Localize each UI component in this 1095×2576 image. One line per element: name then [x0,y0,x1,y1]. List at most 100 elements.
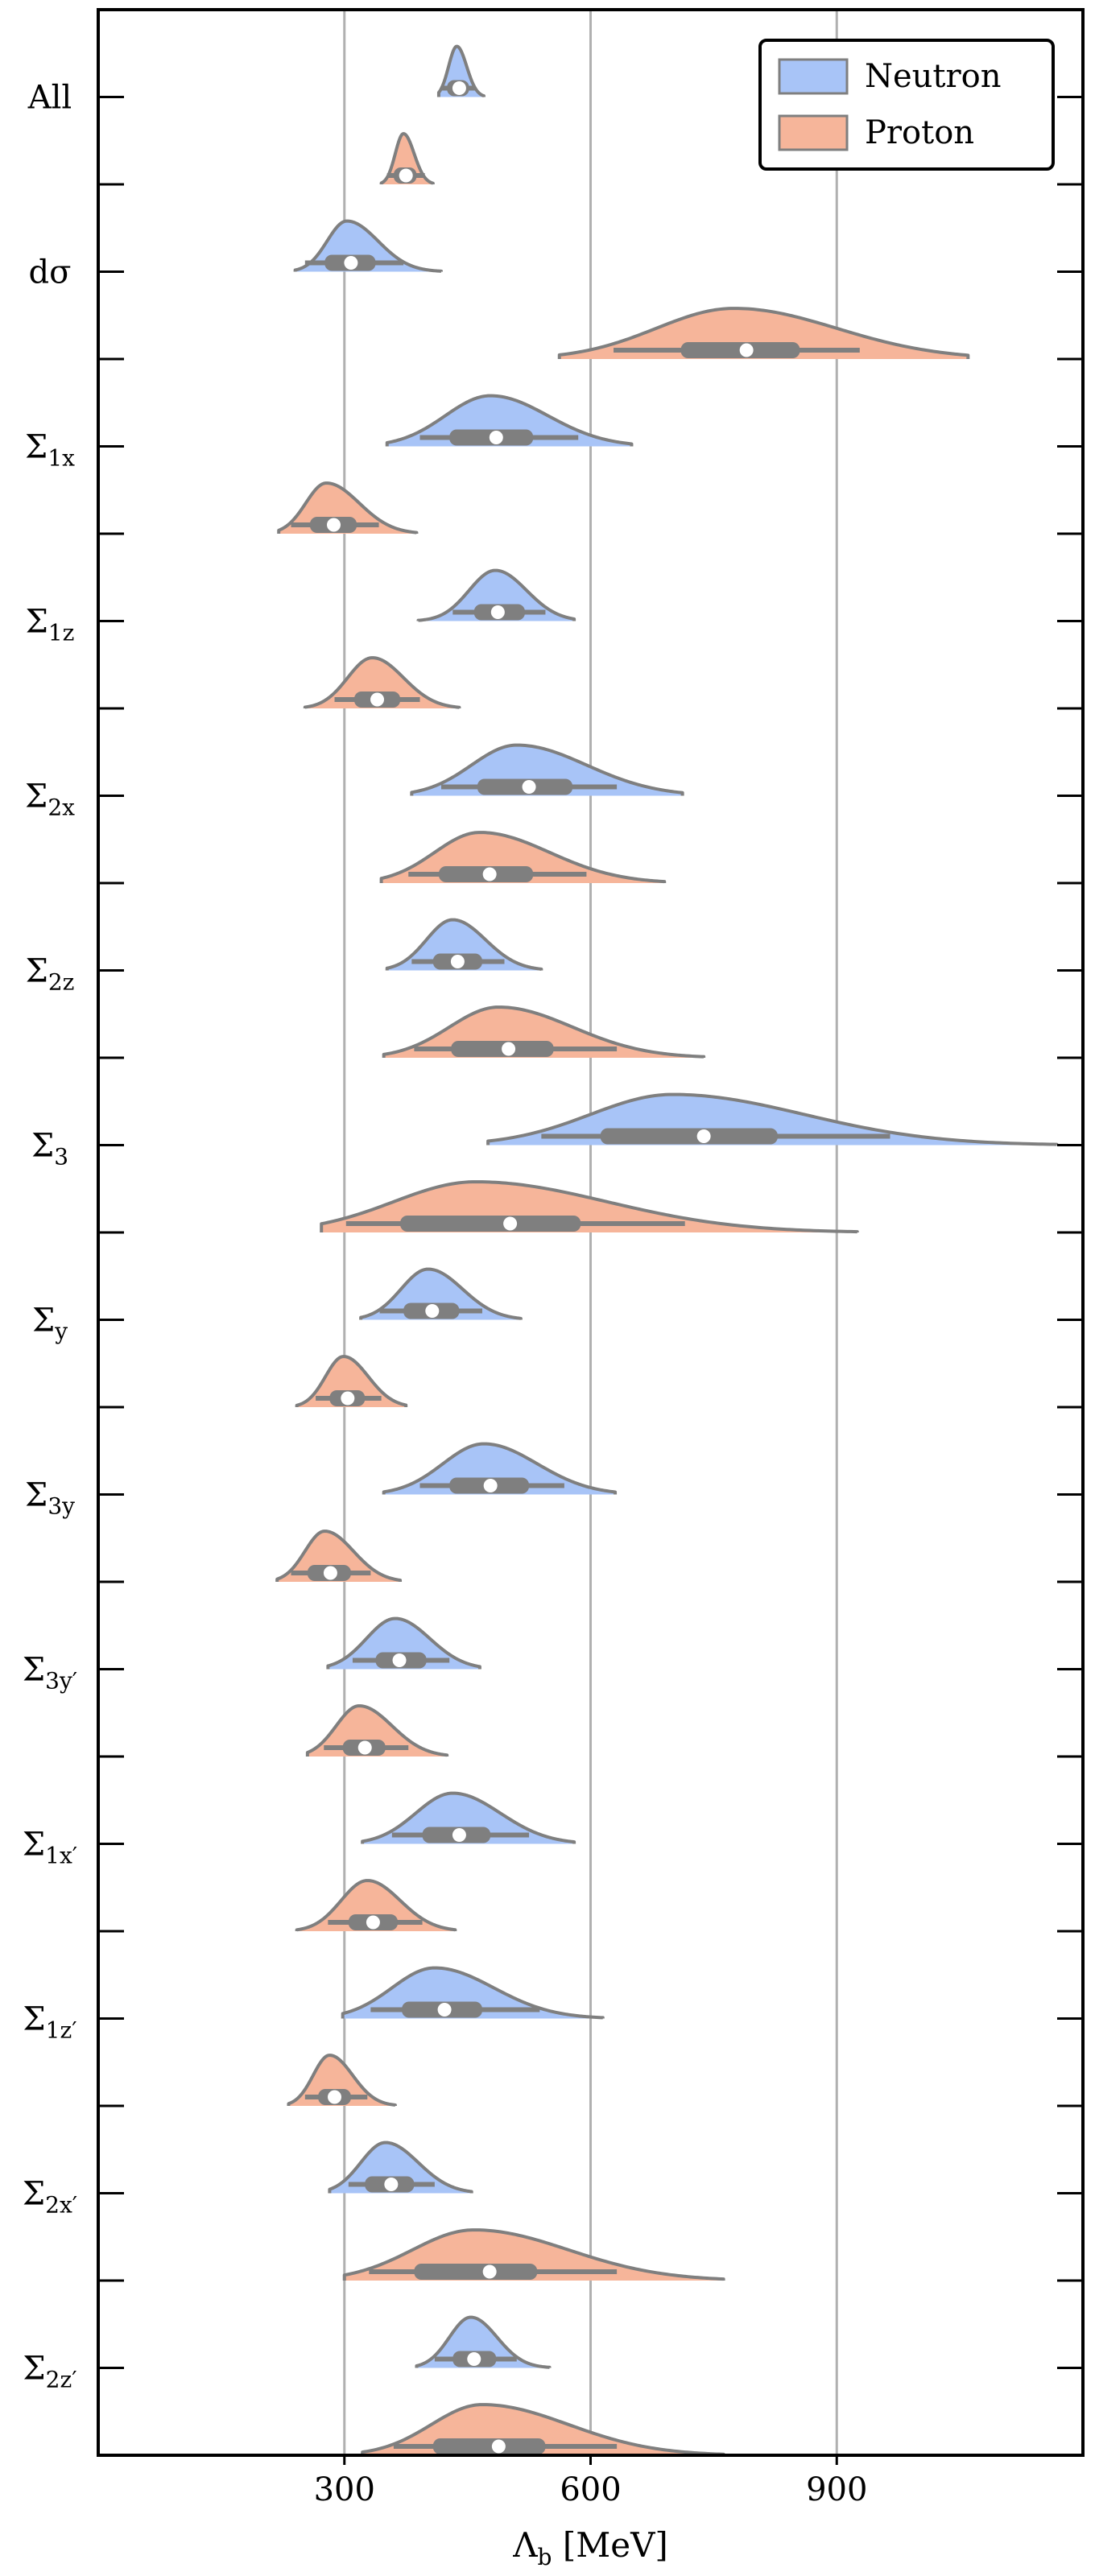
violin-neutron-0-median [452,81,466,95]
y-label-main: All [27,80,72,117]
violin-neutron-2-outline [385,394,634,447]
y-label-main: Σ [32,1302,55,1340]
violin-proton-3-outline [303,656,461,709]
violin-neutron-6-median [696,1129,711,1143]
y-label-sub: 3y [48,1493,75,1520]
y-label-sub: 2z′ [46,2367,77,2393]
y-label-main: dσ [29,254,72,291]
violin-proton-9 [305,1704,449,1757]
violin-neutron-10-outline [361,1791,576,1844]
violin-neutron-8 [382,1442,618,1495]
violin-neutron-7-body [361,1269,521,1320]
y-label-12: Σ2x′ [23,2176,77,2219]
violin-proton-5 [382,1005,706,1059]
y-label-sub: 2x′ [45,2192,77,2219]
violin-neutron-11-median [437,2003,452,2017]
violin-neutron-6 [486,1092,1059,1146]
violin-proton-4-outline [379,831,667,884]
y-label-main: Σ [26,604,48,641]
violin-neutron-5-body [386,919,542,971]
x-tick-label-900: 900 [806,2471,867,2508]
violin-neutron-1 [293,219,444,273]
y-label-3: Σ1z [26,604,75,646]
y-label-sub: 2x [48,795,75,821]
violin-proton-10-outline [295,1879,457,1932]
x-axis-title: Λb [MeV] [512,2525,668,2570]
violin-proton-13-outline [361,2403,725,2456]
y-label-sub: 1z′ [46,2017,77,2044]
violin-neutron-13-outline [415,2315,552,2369]
violin-proton-13-iqr-box [432,2438,546,2454]
violin-neutron-5-outline [385,918,543,971]
violin-neutron-3-outline [416,568,576,622]
violin-proton-10-median [366,1915,380,1930]
violin-neutron-13-median [467,2352,481,2366]
legend-label-proton: Proton [865,114,974,151]
violin-proton-2-median [327,518,341,532]
violin-neutron-10 [361,1791,576,1844]
y-label-sub: 1x′ [45,1843,77,1869]
x-axis-title-main: Λ [512,2525,538,2565]
violin-neutron-10-median [452,1828,466,1842]
violin-proton-1-median [739,343,754,357]
violin-neutron-9-median [392,1653,407,1667]
y-label-main: Σ [23,2001,45,2038]
violin-proton-7-outline [295,1355,408,1408]
violin-neutron-12-median [384,2178,399,2191]
violin-neutron-12-body [329,2142,472,2194]
violin-neutron-3-body [418,570,575,621]
violin-neutron-5-median [450,955,465,968]
violin-proton-4-median [482,867,497,881]
violin-neutron-11-outline [341,1966,605,2020]
violin-neutron-13-body [416,2317,550,2368]
violin-layer [275,44,1059,2456]
violin-neutron-2 [385,394,634,447]
violin-neutron-6-outline [486,1092,1059,1146]
violin-proton-7-body [296,1356,407,1407]
violin-proton-0 [379,132,435,185]
violin-proton-1-outline [557,307,970,360]
y-label-0: All [27,80,72,117]
violin-proton-10-body [296,1880,456,1931]
y-label-5: Σ2z [26,953,75,996]
violin-proton-5-median [502,1042,516,1056]
x-tick-label-300: 300 [314,2471,375,2508]
y-label-sub: 1z [48,620,75,646]
violin-neutron-11 [341,1966,605,2020]
violin-proton-10 [295,1879,457,1932]
violin-proton-6-iqr-box [400,1216,581,1232]
violin-proton-8-median [323,1566,337,1580]
violin-neutron-8-body [383,1443,616,1495]
violin-neutron-5 [385,918,543,971]
y-label-main: Σ [26,953,48,990]
violin-proton-8-body [277,1531,401,1582]
violin-proton-2-outline [277,481,419,535]
legend-swatch-proton [778,114,849,151]
violin-neutron-4-outline [410,743,684,796]
violin-neutron-3 [416,568,576,622]
x-tick-label-600: 600 [560,2471,621,2508]
y-label-sub: 3y′ [45,1668,77,1695]
y-label-9: Σ3y′ [23,1652,77,1695]
violin-proton-11-body [288,2055,395,2106]
violin-proton-12-median [482,2264,497,2279]
violin-proton-0-median [399,168,413,183]
violin-neutron-7 [359,1267,523,1320]
violin-neutron-2-body [386,395,632,447]
x-axis-title-sub: b [538,2544,552,2570]
violin-proton-3 [303,656,461,709]
violin-neutron-4 [410,743,684,796]
legend-label-neutron: Neutron [865,58,1001,95]
violin-proton-1 [557,307,970,360]
y-label-sub: 1x [48,445,75,472]
violin-neutron-12 [328,2140,473,2194]
y-label-4: Σ2x [25,778,75,821]
violin-proton-7-median [341,1391,355,1406]
violin-neutron-6-iqr-box [600,1128,778,1145]
legend: Neutron Proton [758,39,1055,171]
y-label-sub: 3 [54,1144,68,1170]
violin-neutron-3-median [490,605,505,619]
y-label-8: Σ3y [25,1477,75,1520]
violin-proton-11-outline [287,2054,397,2107]
